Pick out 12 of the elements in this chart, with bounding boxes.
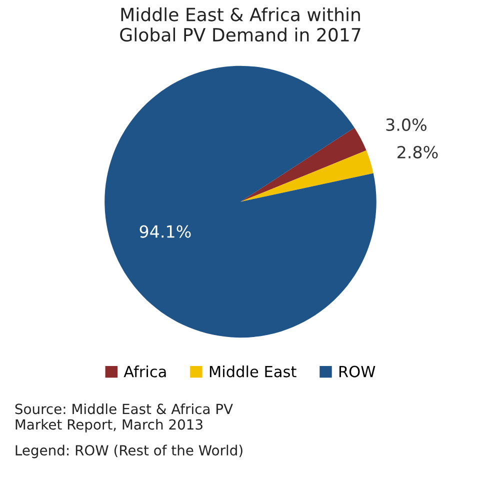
source-note: Source: Middle East & Africa PV Market Report, March 2013 xyxy=(15,403,233,432)
pie-slice xyxy=(104,66,376,338)
data-label: 3.0% xyxy=(386,118,426,132)
data-label: 94.1% xyxy=(140,225,191,238)
legend-label: Middle East xyxy=(210,366,296,378)
pie-slice xyxy=(240,128,366,202)
pie-slice xyxy=(240,150,374,202)
legend-label: Africa xyxy=(124,366,166,378)
chart-title: Middle East & Africa within Global PV Demand in 2017 xyxy=(120,7,360,42)
text: Legend: ROW (Rest of the World) xyxy=(16,444,242,458)
legend-label: ROW xyxy=(339,366,376,378)
data-label: 2.8% xyxy=(398,146,438,158)
